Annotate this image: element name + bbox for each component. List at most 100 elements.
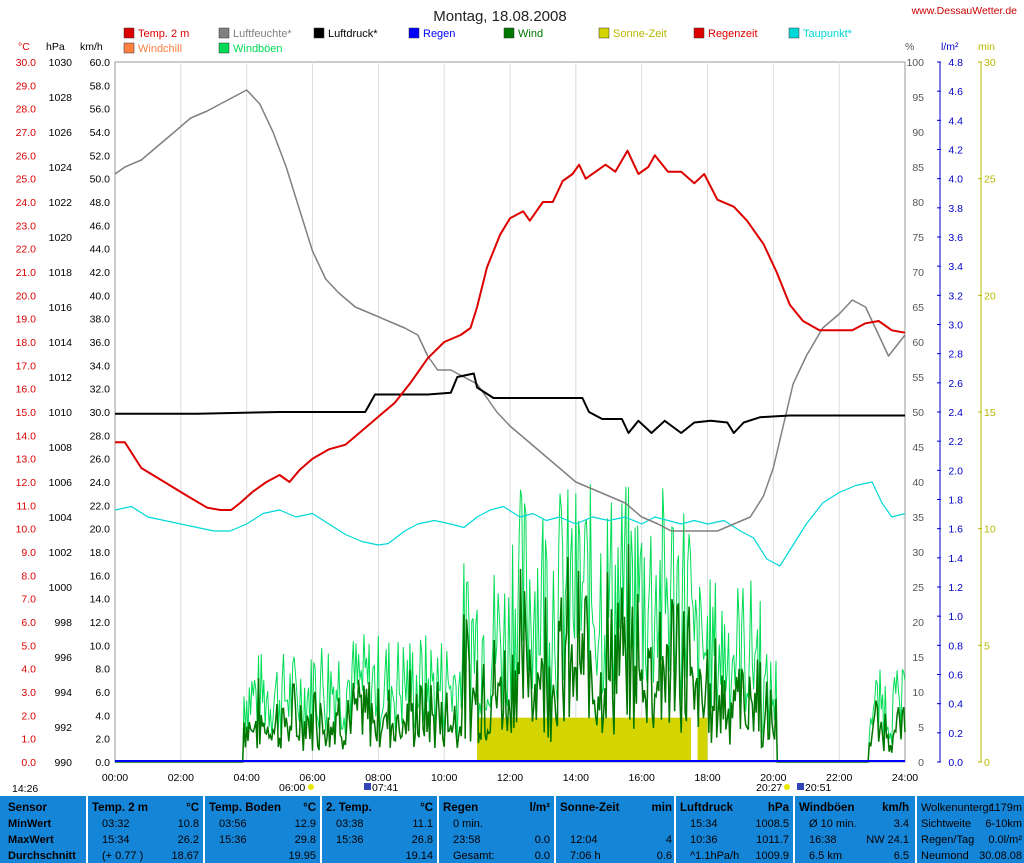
x-tick-label: 06:00 <box>299 772 325 784</box>
sun-tick-label: 30 <box>984 57 996 69</box>
wind-tick-label: 2.0 <box>95 734 110 746</box>
stat-group-title: Temp. 2 m <box>92 802 149 814</box>
wind-tick-label: 6.0 <box>95 687 110 699</box>
wind-tick-label: 50.0 <box>90 174 111 186</box>
temp-axis-unit: °C <box>18 41 30 53</box>
legend-swatch <box>123 42 135 54</box>
pressure-tick-label: 1024 <box>49 162 73 174</box>
legend-swatch <box>218 27 230 39</box>
rain-tick-label: 3.0 <box>948 320 963 332</box>
humidity-tick-label: 95 <box>912 92 924 104</box>
visibility-label: Sichtweite <box>921 818 972 830</box>
newmoon-value: 30.08.08 <box>979 850 1022 862</box>
pressure-tick-label: 1030 <box>49 57 73 69</box>
wind-tick-label: 20.0 <box>90 524 111 536</box>
rain-tick-label: 3.4 <box>948 261 963 273</box>
legend-swatch <box>408 27 420 39</box>
humidity-tick-label: 25 <box>912 582 924 594</box>
wind-series-line <box>115 544 906 763</box>
temp-tick-label: 5.0 <box>21 640 36 652</box>
gust-series-line <box>115 483 906 763</box>
humidity-tick-label: 55 <box>912 372 924 384</box>
wind-tick-label: 60.0 <box>90 57 111 69</box>
wind-tick-label: 12.0 <box>90 617 111 629</box>
x-tick-label: 04:00 <box>234 772 260 784</box>
temp-tick-label: 16.0 <box>16 384 37 396</box>
stat-time: 03:56 <box>219 818 247 830</box>
column-separator <box>86 796 88 863</box>
humidity-tick-label: 80 <box>912 197 924 209</box>
stat-value: 19.95 <box>288 850 316 862</box>
legend-label: Regen <box>423 28 455 40</box>
rain-tick-label: 4.6 <box>948 86 963 98</box>
pressure-tick-label: 1012 <box>49 372 73 384</box>
sun-tick-label: 5 <box>984 640 990 652</box>
sensor-header: Sensor <box>8 802 47 814</box>
temp-tick-label: 2.0 <box>21 710 36 722</box>
stat-value: 18.67 <box>171 850 199 862</box>
moonrise-time: 07:41 <box>372 782 398 794</box>
pressure-tick-label: 992 <box>54 722 72 734</box>
wind-tick-label: 24.0 <box>90 477 111 489</box>
stat-group: Windböen km/h Ø 10 min. 3.4 16:38 NW 24.1 6.5 … <box>795 796 913 863</box>
cloudbase-value: 1179m <box>989 802 1022 814</box>
moonset-time: 14:26 <box>12 783 38 795</box>
rain-tick-label: 4.4 <box>948 115 963 127</box>
humidity-tick-label: 30 <box>912 547 924 559</box>
x-tick-label: 02:00 <box>168 772 194 784</box>
temp-tick-label: 8.0 <box>21 570 36 582</box>
temperature-series-line <box>115 149 906 511</box>
legend: Temp. 2 m Luftfeuchte* Luftdruck* Regen Wind… <box>123 27 853 55</box>
stat-group-unit: l/m² <box>529 802 550 814</box>
legend-swatch <box>123 27 135 39</box>
temp-tick-label: 27.0 <box>16 127 37 139</box>
temp-tick-label: 20.0 <box>16 290 37 302</box>
temp-tick-label: 19.0 <box>16 314 37 326</box>
pressure-tick-label: 1004 <box>49 512 73 524</box>
sunrise-sun-icon <box>308 784 314 790</box>
sun-axis-unit: min <box>978 41 995 53</box>
sunset-sun-icon <box>784 784 790 790</box>
wind-tick-label: 56.0 <box>90 104 111 116</box>
x-tick-label: 24:00 <box>892 772 918 784</box>
legend-label: Luftdruck* <box>328 28 378 40</box>
stat-group-unit: °C <box>186 802 199 814</box>
humidity-tick-label: 20 <box>912 617 924 629</box>
legend-swatch <box>693 27 705 39</box>
x-tick-label: 16:00 <box>629 772 655 784</box>
x-tick-label: 18:00 <box>694 772 720 784</box>
rain-tick-label: 0.4 <box>948 699 963 711</box>
sun-tick-label: 10 <box>984 524 996 536</box>
stat-time: 0 min. <box>453 818 483 830</box>
x-tick-label: 22:00 <box>826 772 852 784</box>
stat-value: 4 <box>665 834 672 846</box>
wind-axis-unit: km/h <box>80 41 103 53</box>
stat-value: NW 24.1 <box>866 834 909 846</box>
stat-time: 15:34 <box>102 834 130 846</box>
humidity-tick-label: 85 <box>912 162 924 174</box>
wind-tick-label: 52.0 <box>90 150 111 162</box>
wind-tick-label: 48.0 <box>90 197 111 209</box>
stat-value: 11.1 <box>412 818 433 830</box>
rain-tick-label: 1.0 <box>948 611 963 623</box>
stat-group: Temp. Boden °C 03:56 12.9 15:36 29.8 19.95 <box>205 796 320 863</box>
rain-tick-label: 1.2 <box>948 582 963 594</box>
stat-group: Sonne-Zeit min 12:04 4 7:06 h 0.6 <box>556 796 676 863</box>
axis-ticks: 0.0 1.0 2.0 3.0 4.0 5.0 6.0 7.0 8.0 9.0 10.0 11.0 12… <box>12 57 996 795</box>
moon-time: 20:51 <box>805 782 831 794</box>
stat-group-title: 2. Temp. <box>326 802 372 814</box>
stat-time: 12:04 <box>570 834 598 846</box>
legend-label: Luftfeuchte* <box>233 28 292 40</box>
rain-tick-label: 2.0 <box>948 465 963 477</box>
temp-tick-label: 7.0 <box>21 594 36 606</box>
pressure-tick-label: 998 <box>54 617 72 629</box>
stat-value: 10.8 <box>177 818 199 830</box>
stat-group-unit: min <box>651 802 672 814</box>
temp-tick-label: 22.0 <box>16 244 37 256</box>
stat-value: 0.0 <box>534 834 550 846</box>
humidity-tick-label: 5 <box>918 722 924 734</box>
source-link[interactable]: www.DessauWetter.de <box>911 5 1018 17</box>
temp-tick-label: 15.0 <box>16 407 37 419</box>
legend-swatch <box>598 27 610 39</box>
wind-tick-label: 36.0 <box>90 337 111 349</box>
